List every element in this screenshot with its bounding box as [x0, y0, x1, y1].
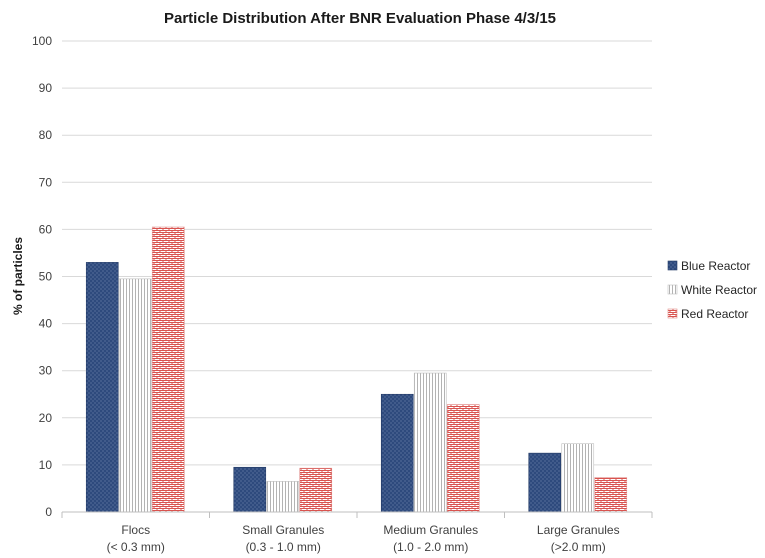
x-tick-label-1-line-1: (0.3 - 1.0 mm) — [246, 540, 321, 554]
bar-red-reactor-0 — [151, 226, 185, 513]
bar-blue-reactor-2 — [380, 393, 414, 513]
legend: Blue Reactor White Reactor Red Reactor — [667, 259, 757, 321]
x-tick-label-3-line-1: (>2.0 mm) — [551, 540, 606, 554]
bar-red-reactor-1 — [299, 467, 333, 513]
y-tick-label-90: 90 — [39, 81, 53, 95]
bar-white-reactor-3 — [561, 443, 595, 513]
bar-blue-reactor-0 — [85, 262, 119, 513]
bar-red-reactor-2 — [446, 404, 480, 513]
x-tick-label-0-line-1: (< 0.3 mm) — [107, 540, 165, 554]
x-tick-label-2-line-0: Medium Granules — [383, 523, 478, 537]
bars — [85, 226, 628, 513]
y-tick-label-10: 10 — [39, 458, 53, 472]
bar-white-reactor-1 — [266, 481, 300, 513]
x-tick-label-3-line-0: Large Granules — [537, 523, 620, 537]
y-tick-label-70: 70 — [39, 175, 53, 189]
y-tick-label-80: 80 — [39, 128, 53, 142]
x-axis — [61, 511, 653, 518]
legend-label-red-reactor: Red Reactor — [681, 307, 748, 321]
bar-red-reactor-3 — [594, 477, 628, 513]
x-tick-label-2-line-1: (1.0 - 2.0 mm) — [393, 540, 468, 554]
y-tick-label-0: 0 — [45, 505, 52, 519]
bar-white-reactor-2 — [413, 372, 447, 513]
y-tick-label-100: 100 — [32, 34, 52, 48]
y-axis-label: % of particles — [11, 237, 25, 315]
y-tick-label-40: 40 — [39, 317, 53, 331]
x-axis-ticks: Flocs (< 0.3 mm) Small Granules (0.3 - 1.0 … — [107, 523, 620, 554]
y-tick-label-30: 30 — [39, 364, 53, 378]
legend-swatch-white-reactor — [667, 284, 678, 295]
legend-swatch-red-reactor — [667, 308, 678, 319]
legend-swatch-blue-reactor — [667, 260, 678, 271]
y-tick-label-60: 60 — [39, 222, 53, 236]
bar-blue-reactor-3 — [528, 452, 562, 513]
y-tick-label-20: 20 — [39, 411, 53, 425]
bar-blue-reactor-1 — [233, 466, 267, 513]
legend-label-blue-reactor: Blue Reactor — [681, 259, 750, 273]
legend-label-white-reactor: White Reactor — [681, 283, 757, 297]
chart-title: Particle Distribution After BNR Evaluati… — [164, 10, 556, 27]
y-tick-label-50: 50 — [39, 270, 53, 284]
x-tick-label-1-line-0: Small Granules — [242, 523, 324, 537]
bar-white-reactor-0 — [118, 278, 152, 513]
x-tick-label-0-line-0: Flocs — [121, 523, 150, 537]
y-axis-ticks: 0 10 20 30 40 50 60 70 80 90 100 — [32, 34, 52, 519]
